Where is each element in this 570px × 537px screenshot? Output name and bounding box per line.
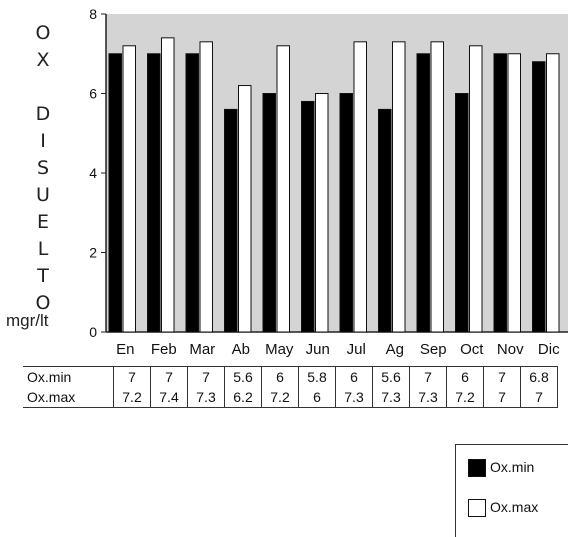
- table-cell: 7.3: [335, 387, 373, 408]
- x-tick-label: Mar: [189, 341, 215, 358]
- table-cell: 6: [446, 366, 484, 387]
- table-cell: 6.2: [224, 387, 262, 408]
- bar-ox-min: [416, 53, 430, 333]
- table-cell: 5.6: [224, 366, 262, 387]
- legend: Ox.min Ox.max: [455, 444, 568, 537]
- table-row-ox-max: Ox.max 7.2 7.4 7.3 6.2 7.2 6 7.3 7.3 7.3…: [23, 387, 558, 408]
- table-cell: 6: [335, 366, 373, 387]
- bar-ox-min: [224, 108, 238, 333]
- table-cell: 7.3: [372, 387, 410, 408]
- x-tick-label: Sep: [420, 341, 447, 358]
- bar-ox-max: [546, 53, 560, 333]
- y-axis-title-letter: I: [40, 130, 46, 152]
- table-cell: 7: [150, 366, 188, 387]
- y-axis-title-letter: L: [37, 238, 49, 260]
- table-cell: 7: [483, 387, 521, 408]
- x-tick-label: Jul: [347, 341, 366, 358]
- table-row-ox-min: Ox.min 7 7 7 5.6 6 5.8 6 5.6 7 6 7 6.8: [23, 366, 558, 387]
- bar-ox-max: [276, 45, 290, 333]
- bar-ox-max: [199, 41, 213, 333]
- table-cell: 6: [261, 366, 299, 387]
- table-cell: 7.3: [187, 387, 225, 408]
- table-cell: 7.3: [409, 387, 447, 408]
- y-axis-title-letter: O: [35, 292, 51, 314]
- y-axis-title-letter: T: [37, 265, 49, 287]
- bar-ox-max: [507, 53, 521, 333]
- bar-ox-max: [122, 45, 136, 333]
- y-tick-label: 4: [89, 165, 97, 181]
- x-tick-label: Oct: [460, 341, 484, 358]
- bar-ox-min: [108, 53, 122, 333]
- bar-ox-min: [493, 53, 507, 333]
- x-tick-label: En: [116, 341, 134, 358]
- bar-ox-min: [455, 93, 469, 333]
- table-cell: 7: [187, 366, 225, 387]
- table-cell: 6: [298, 387, 336, 408]
- bar-ox-max: [392, 41, 406, 333]
- x-tick-label: Ab: [232, 341, 250, 358]
- legend-swatch: [468, 499, 486, 518]
- legend-label: Ox.max: [490, 499, 539, 515]
- bar-ox-min: [339, 93, 353, 333]
- bar-ox-max: [238, 85, 252, 333]
- table-cell: 7: [520, 387, 558, 408]
- bar-ox-max: [430, 41, 444, 333]
- y-axis-title-letter: U: [36, 184, 50, 206]
- table-cell: 5.6: [372, 366, 410, 387]
- legend-label: Ox.min: [490, 459, 535, 475]
- x-tick-label: Jun: [306, 341, 330, 358]
- table-cell: 7.2: [113, 387, 151, 408]
- y-axis-title-letter: X: [36, 49, 50, 71]
- y-axis-title-letter: S: [36, 157, 50, 179]
- x-tick-label: Feb: [151, 341, 177, 358]
- bar-ox-min: [185, 53, 199, 333]
- bar-ox-min: [147, 53, 161, 333]
- bar-ox-max: [353, 41, 367, 333]
- y-axis-title-letter: [30, 74, 56, 101]
- y-axis-title-letter: O: [35, 22, 51, 44]
- bar-ox-min: [378, 108, 392, 333]
- x-tick-label: Dic: [538, 341, 560, 358]
- plot-background: [106, 14, 568, 332]
- y-axis-unit: mgr/lt: [6, 311, 49, 330]
- table-cell: 7: [409, 366, 447, 387]
- bar-ox-min: [262, 93, 276, 333]
- bar-ox-min: [301, 100, 315, 333]
- y-tick-label: 6: [89, 86, 97, 102]
- bar-ox-min: [532, 61, 546, 333]
- table-cell: 7: [113, 366, 151, 387]
- table-cell: 7.4: [150, 387, 188, 408]
- legend-swatch: [468, 459, 486, 478]
- bar-ox-max: [315, 93, 329, 333]
- data-table: Ox.min 7 7 7 5.6 6 5.8 6 5.6 7 6 7 6.8 O…: [23, 366, 558, 408]
- table-cell: 5.8: [298, 366, 336, 387]
- table-row-label: Ox.min: [23, 366, 114, 387]
- bar-ox-max: [161, 37, 175, 333]
- y-axis-title-letter: E: [36, 211, 49, 233]
- x-tick-label: May: [265, 341, 294, 358]
- legend-item-ox-max: Ox.max: [468, 499, 539, 518]
- y-tick-label: 8: [89, 6, 97, 22]
- y-axis-title-letter: D: [35, 103, 51, 125]
- table-cell: 7.2: [261, 387, 299, 408]
- table-cell: 7: [483, 366, 521, 387]
- table-cell: 6.8: [520, 366, 558, 387]
- legend-item-ox-min: Ox.min: [468, 459, 535, 478]
- table-row-label: Ox.max: [23, 387, 114, 408]
- bar-ox-max: [469, 45, 483, 333]
- x-tick-label: Ag: [386, 341, 404, 358]
- table-cell: 7.2: [446, 387, 484, 408]
- x-tick-label: Nov: [497, 341, 524, 358]
- y-tick-label: 2: [89, 245, 97, 261]
- y-tick-label: 0: [89, 324, 97, 340]
